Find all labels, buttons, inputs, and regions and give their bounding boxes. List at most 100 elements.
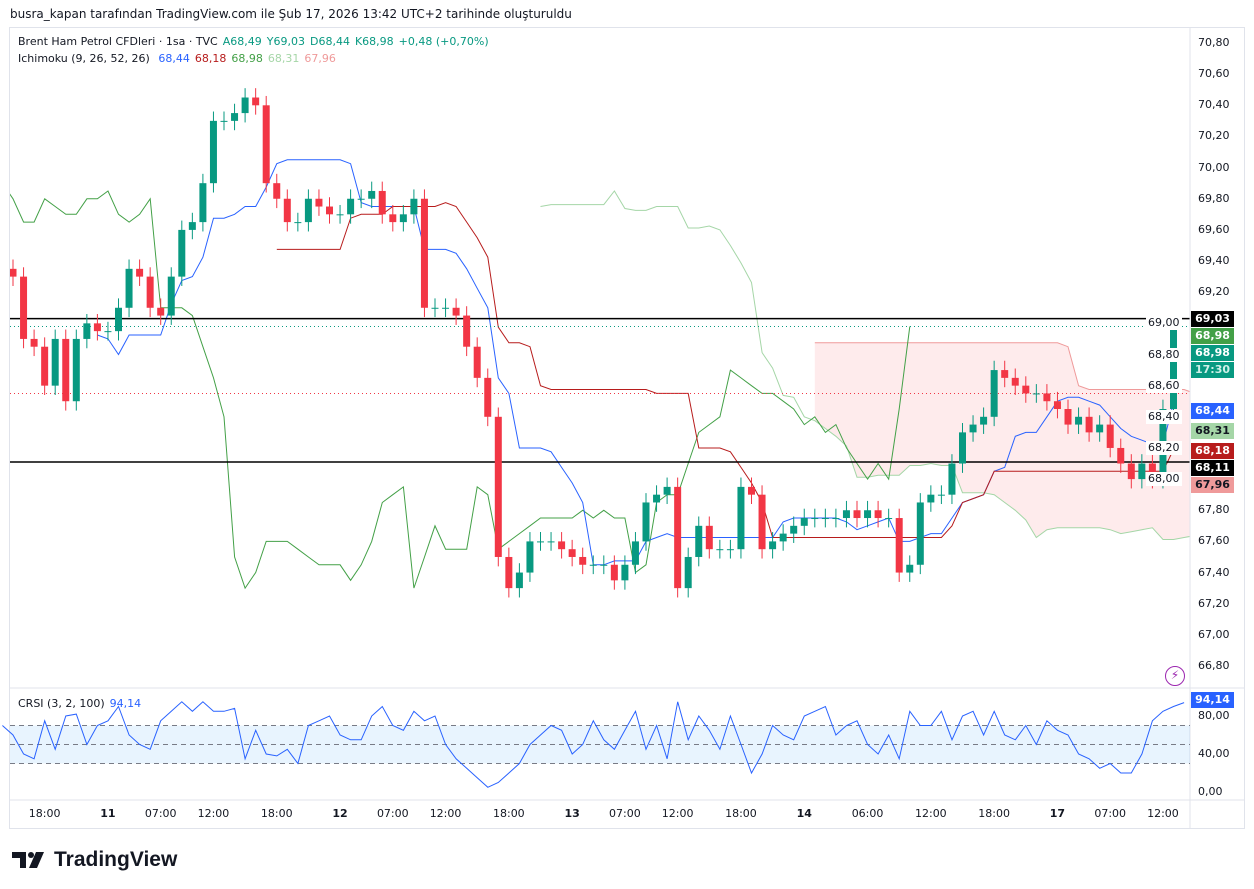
candle-body — [811, 518, 819, 520]
time-tick: 07:00 — [609, 807, 641, 820]
price-tick: 69,00 — [1146, 316, 1182, 331]
candle-body — [1085, 416, 1093, 433]
candle-body — [241, 97, 249, 114]
candle-body — [262, 105, 270, 184]
tv-logo-icon — [12, 852, 44, 868]
cloud-segment — [962, 342, 974, 493]
candle-body — [62, 338, 70, 402]
candle-body — [579, 556, 587, 565]
candle-body — [167, 276, 175, 316]
candle-body — [93, 323, 101, 332]
candle-body — [494, 416, 502, 557]
price-badge: 68,18 — [1191, 443, 1234, 460]
time-tick: 18:00 — [28, 807, 61, 820]
candle-body — [790, 525, 798, 534]
time-tick: 18:00 — [492, 807, 525, 820]
candle-body — [326, 206, 333, 215]
cloud-segment — [1078, 385, 1090, 528]
crsi-tick: 40,00 — [1198, 747, 1230, 760]
candle-body — [515, 572, 523, 589]
candle-body — [895, 518, 903, 573]
candle-body — [115, 307, 122, 332]
candle-body — [136, 268, 144, 277]
cloud-segment — [878, 342, 889, 476]
candle-body — [252, 97, 260, 106]
time-tick: 18:00 — [725, 807, 757, 820]
candle-body — [705, 525, 713, 550]
candle-body — [294, 222, 302, 224]
candle-body — [769, 541, 777, 550]
low-value: D68,44 — [309, 35, 350, 48]
cloud-segment — [1237, 448, 1248, 499]
candle-body — [125, 268, 133, 308]
price-badge: 69,03 — [1191, 310, 1234, 327]
high-value: Y69,03 — [266, 35, 305, 48]
crsi-label[interactable]: CRSI (3, 2, 100) — [18, 697, 105, 710]
ichimoku-label[interactable]: Ichimoku (9, 26, 52, 26) — [18, 52, 150, 65]
price-tick: 67,00 — [1198, 627, 1230, 641]
ichimoku-value: 68,44 — [158, 52, 190, 65]
cloud-segment — [899, 342, 910, 476]
crsi-tick: 0,00 — [1198, 785, 1223, 798]
candle-body — [758, 494, 766, 550]
cloud-segment — [1068, 346, 1079, 528]
candle-body — [1022, 385, 1030, 394]
candle-body — [800, 518, 808, 526]
cloud-segment — [1015, 342, 1026, 520]
candle-body — [874, 510, 882, 519]
cloud-segment — [888, 342, 900, 476]
candle-body — [30, 338, 38, 347]
candle-body — [842, 510, 850, 519]
cloud-segment — [994, 342, 1005, 503]
candle-body — [188, 222, 196, 230]
price-tick: 70,20 — [1198, 129, 1230, 143]
candle-body — [420, 198, 428, 308]
price-tick: 69,20 — [1198, 285, 1230, 299]
candle-body — [969, 424, 977, 433]
candle-body — [1117, 447, 1125, 464]
candle-body — [347, 198, 355, 215]
cloud-segment — [1131, 389, 1142, 532]
candle-body — [315, 198, 323, 207]
candle-body — [1127, 463, 1135, 480]
time-tick: 12:00 — [197, 807, 230, 820]
candle-body — [1064, 409, 1072, 425]
candle-body — [1170, 326, 1177, 410]
candle-body — [410, 198, 418, 215]
candle-body — [304, 198, 312, 223]
price-tick: 67,20 — [1198, 596, 1230, 610]
candle-body — [1096, 424, 1104, 433]
cloud-segment — [835, 342, 847, 447]
cloud-segment — [1057, 342, 1068, 528]
cloud-segment — [867, 342, 879, 478]
price-tick: 67,60 — [1198, 534, 1230, 548]
price-tick: 67,40 — [1198, 565, 1230, 579]
candle-body — [990, 370, 998, 417]
time-tick: 12:00 — [914, 807, 947, 820]
time-tick: 07:00 — [144, 807, 177, 820]
close-value: K68,98 — [354, 35, 394, 48]
cloud-segment — [909, 342, 921, 466]
time-tick: 17 — [1049, 807, 1066, 820]
price-tick: 67,80 — [1198, 503, 1230, 517]
candle-body — [20, 276, 28, 339]
candle-body — [220, 120, 228, 122]
candle-body — [336, 214, 344, 216]
candle-body — [726, 549, 734, 551]
time-tick: 14 — [796, 807, 812, 820]
candle-body — [547, 541, 555, 543]
crsi-tick: 80,00 — [1198, 709, 1230, 722]
price-tick: 70,00 — [1198, 160, 1230, 174]
cloud-segment — [1173, 389, 1185, 540]
lightning-icon[interactable]: ⚡ — [1165, 666, 1185, 686]
candle-body — [600, 564, 608, 566]
price-badge: 17:30 — [1191, 361, 1234, 378]
ichimoku-value: 68,98 — [231, 52, 263, 65]
symbol-title[interactable]: Brent Ham Petrol CFDleri · 1sa · TVC — [18, 35, 218, 48]
time-tick: 12:00 — [1147, 807, 1179, 820]
time-tick: 11 — [100, 807, 116, 820]
price-badge: 68,98 — [1191, 327, 1234, 344]
brand-name: TradingView — [54, 848, 178, 871]
candle-body — [526, 541, 534, 573]
